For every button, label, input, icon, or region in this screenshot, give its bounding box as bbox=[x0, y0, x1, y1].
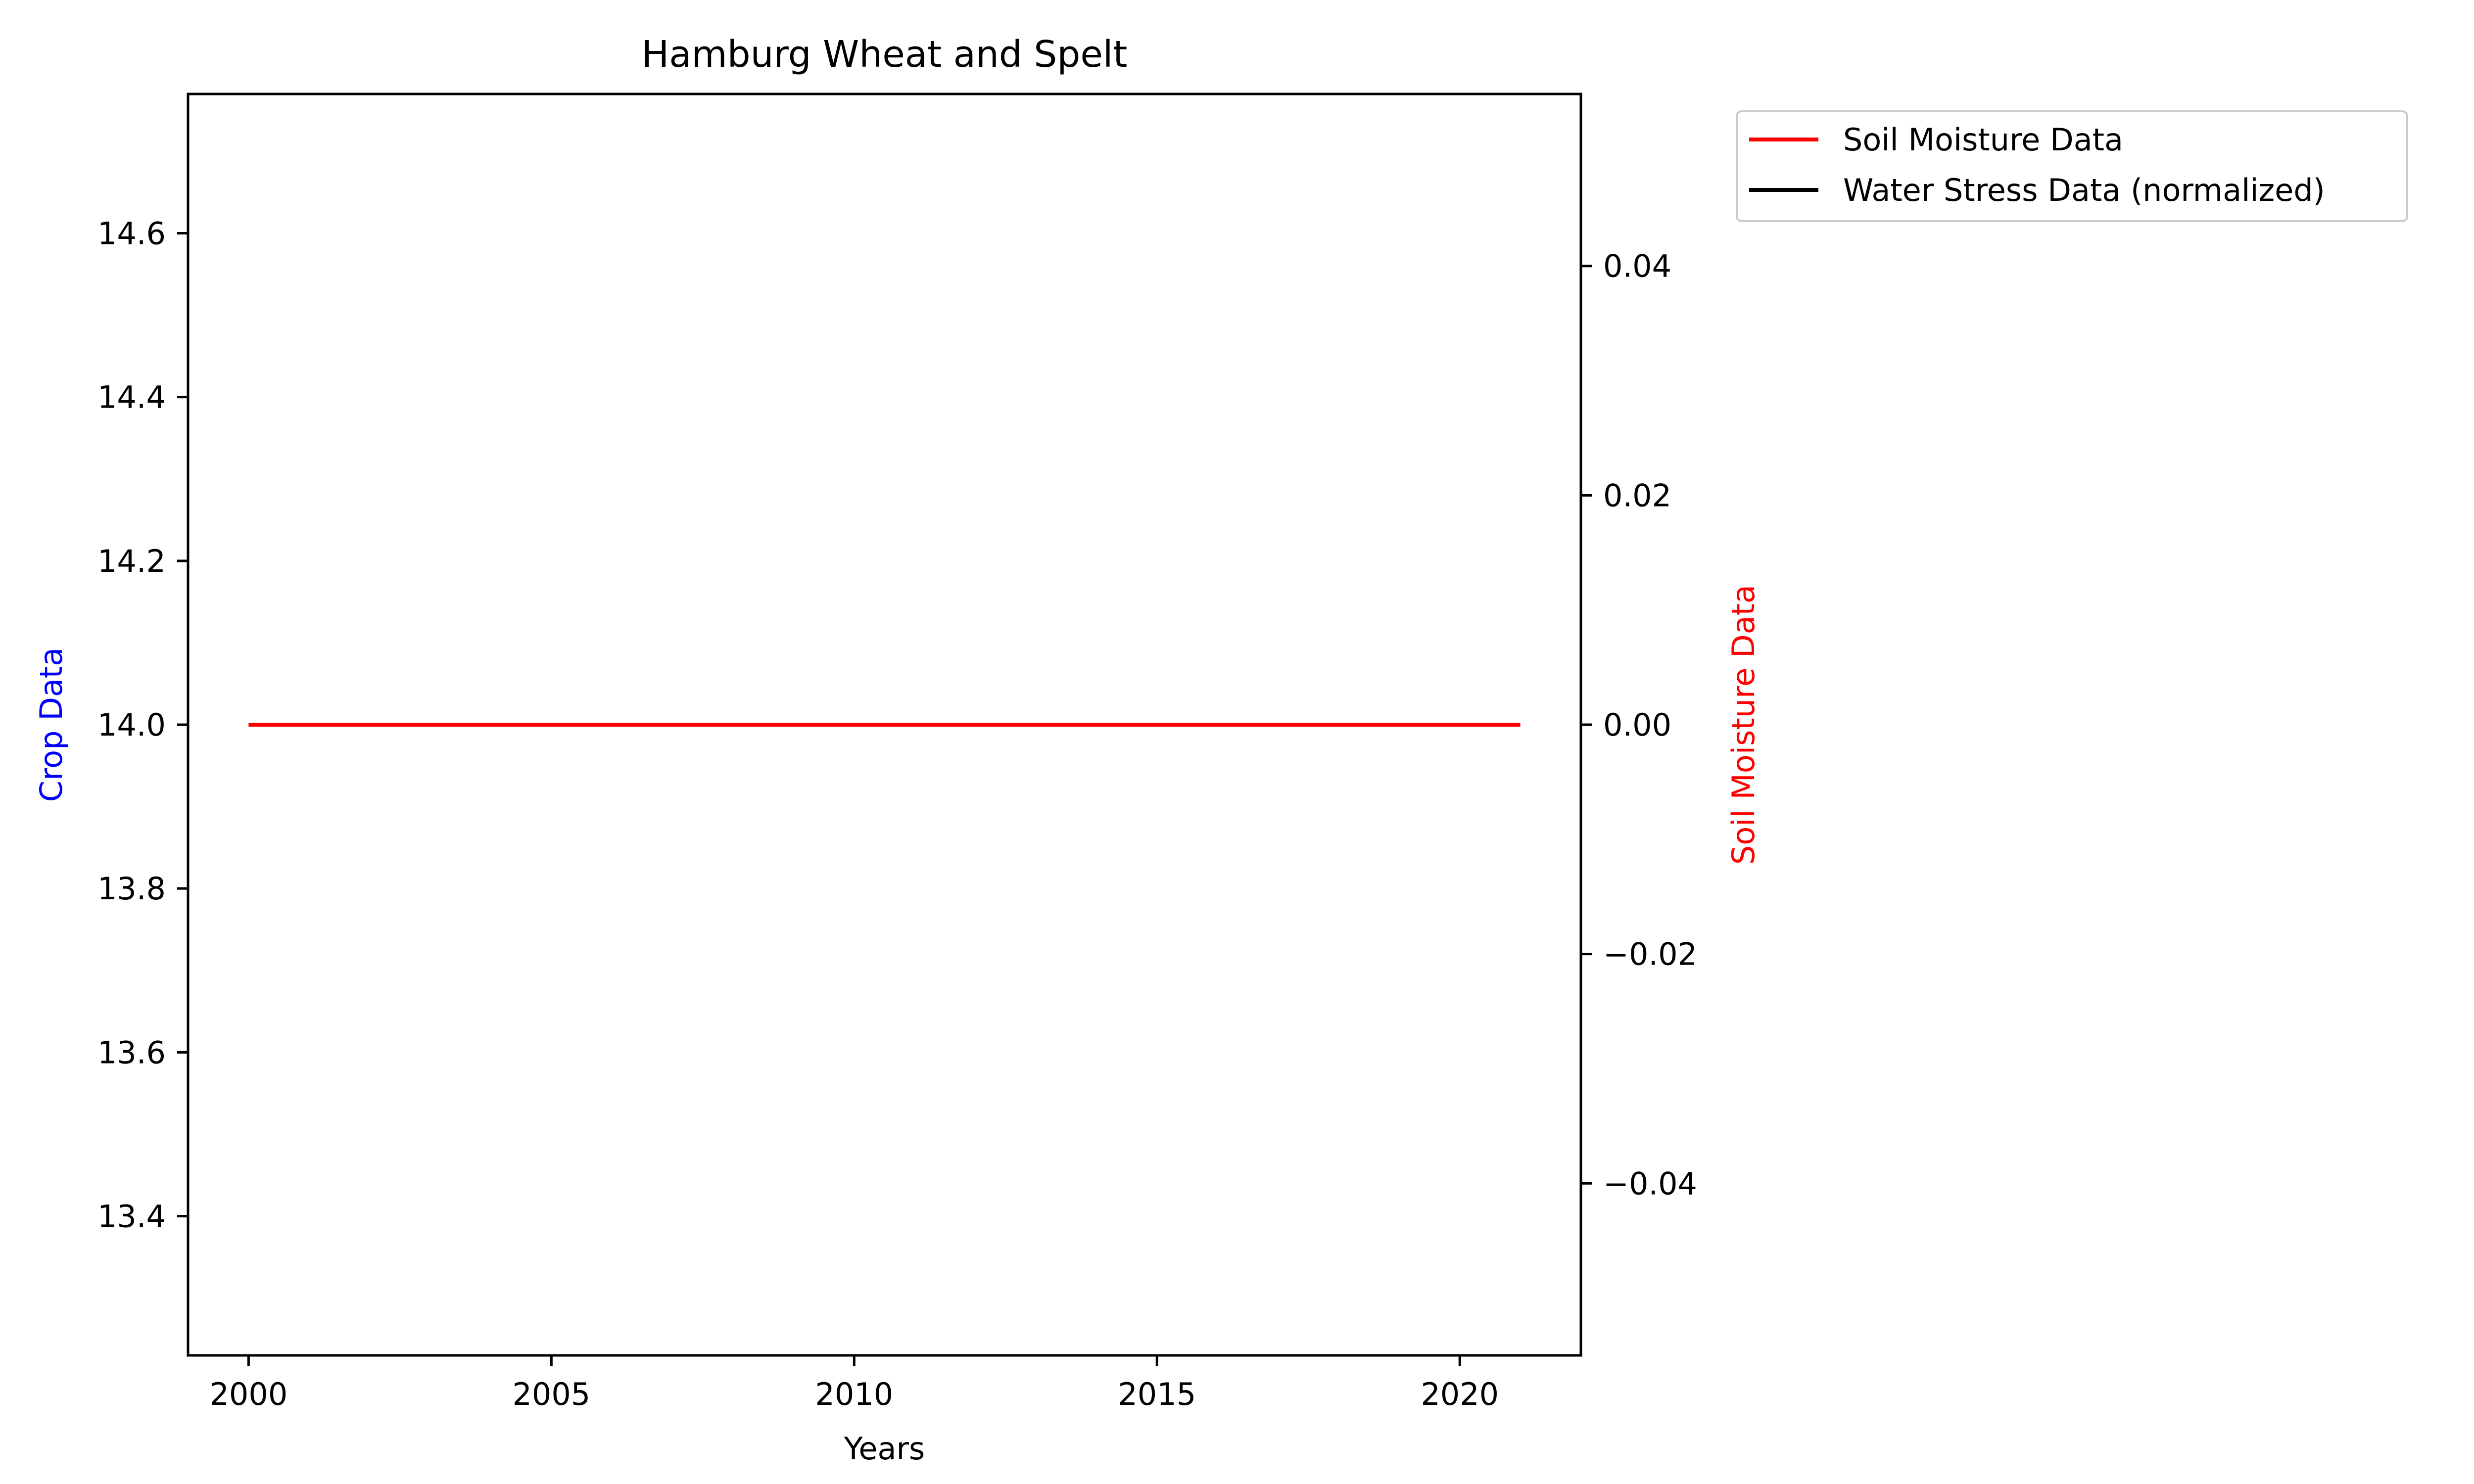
x-axis-title: Years bbox=[844, 1431, 925, 1467]
x-tick-label: 2020 bbox=[1421, 1376, 1499, 1412]
legend-box bbox=[1736, 110, 2408, 222]
left-y-tick-label: 14.2 bbox=[97, 543, 166, 579]
right-y-tick-label: −0.04 bbox=[1603, 1165, 1697, 1202]
x-tick-label: 2000 bbox=[209, 1376, 287, 1412]
left-y-tick-label: 13.6 bbox=[97, 1034, 166, 1070]
right-y-axis-title: Soil Moisture Data bbox=[1725, 585, 1761, 865]
left-y-tick-label: 13.8 bbox=[97, 871, 166, 907]
right-y-tick-label: 0.04 bbox=[1603, 248, 1671, 284]
right-y-tick-label: 0.00 bbox=[1603, 707, 1671, 743]
right-y-tick-label: 0.02 bbox=[1603, 477, 1671, 513]
x-tick-label: 2015 bbox=[1118, 1376, 1196, 1412]
left-y-axis-title: Crop Data bbox=[33, 648, 69, 802]
x-tick-label: 2005 bbox=[512, 1376, 590, 1412]
left-y-axis-ticks: 13.4 13.6 13.8 14.0 14.2 14.4 14.6 bbox=[97, 215, 188, 1235]
legend: Soil Moisture Data Water Stress Data (no… bbox=[1736, 110, 2408, 222]
right-y-tick-label: −0.02 bbox=[1603, 936, 1697, 973]
left-y-tick-label: 14.4 bbox=[97, 379, 166, 416]
left-y-tick-label: 14.6 bbox=[97, 215, 166, 251]
left-y-tick-label: 13.4 bbox=[97, 1199, 166, 1235]
left-y-tick-label: 14.0 bbox=[97, 707, 166, 743]
chart-title: Hamburg Wheat and Spelt bbox=[642, 33, 1128, 76]
legend-label-water-stress: Water Stress Data (normalized) bbox=[1843, 172, 2325, 208]
legend-label-soil-moisture: Soil Moisture Data bbox=[1843, 122, 2123, 158]
right-y-axis-ticks: −0.04 −0.02 0.00 0.02 0.04 bbox=[1581, 248, 1697, 1202]
x-axis-ticks: 2000 2005 2010 2015 2020 bbox=[209, 1355, 1499, 1412]
x-tick-label: 2010 bbox=[815, 1376, 893, 1412]
